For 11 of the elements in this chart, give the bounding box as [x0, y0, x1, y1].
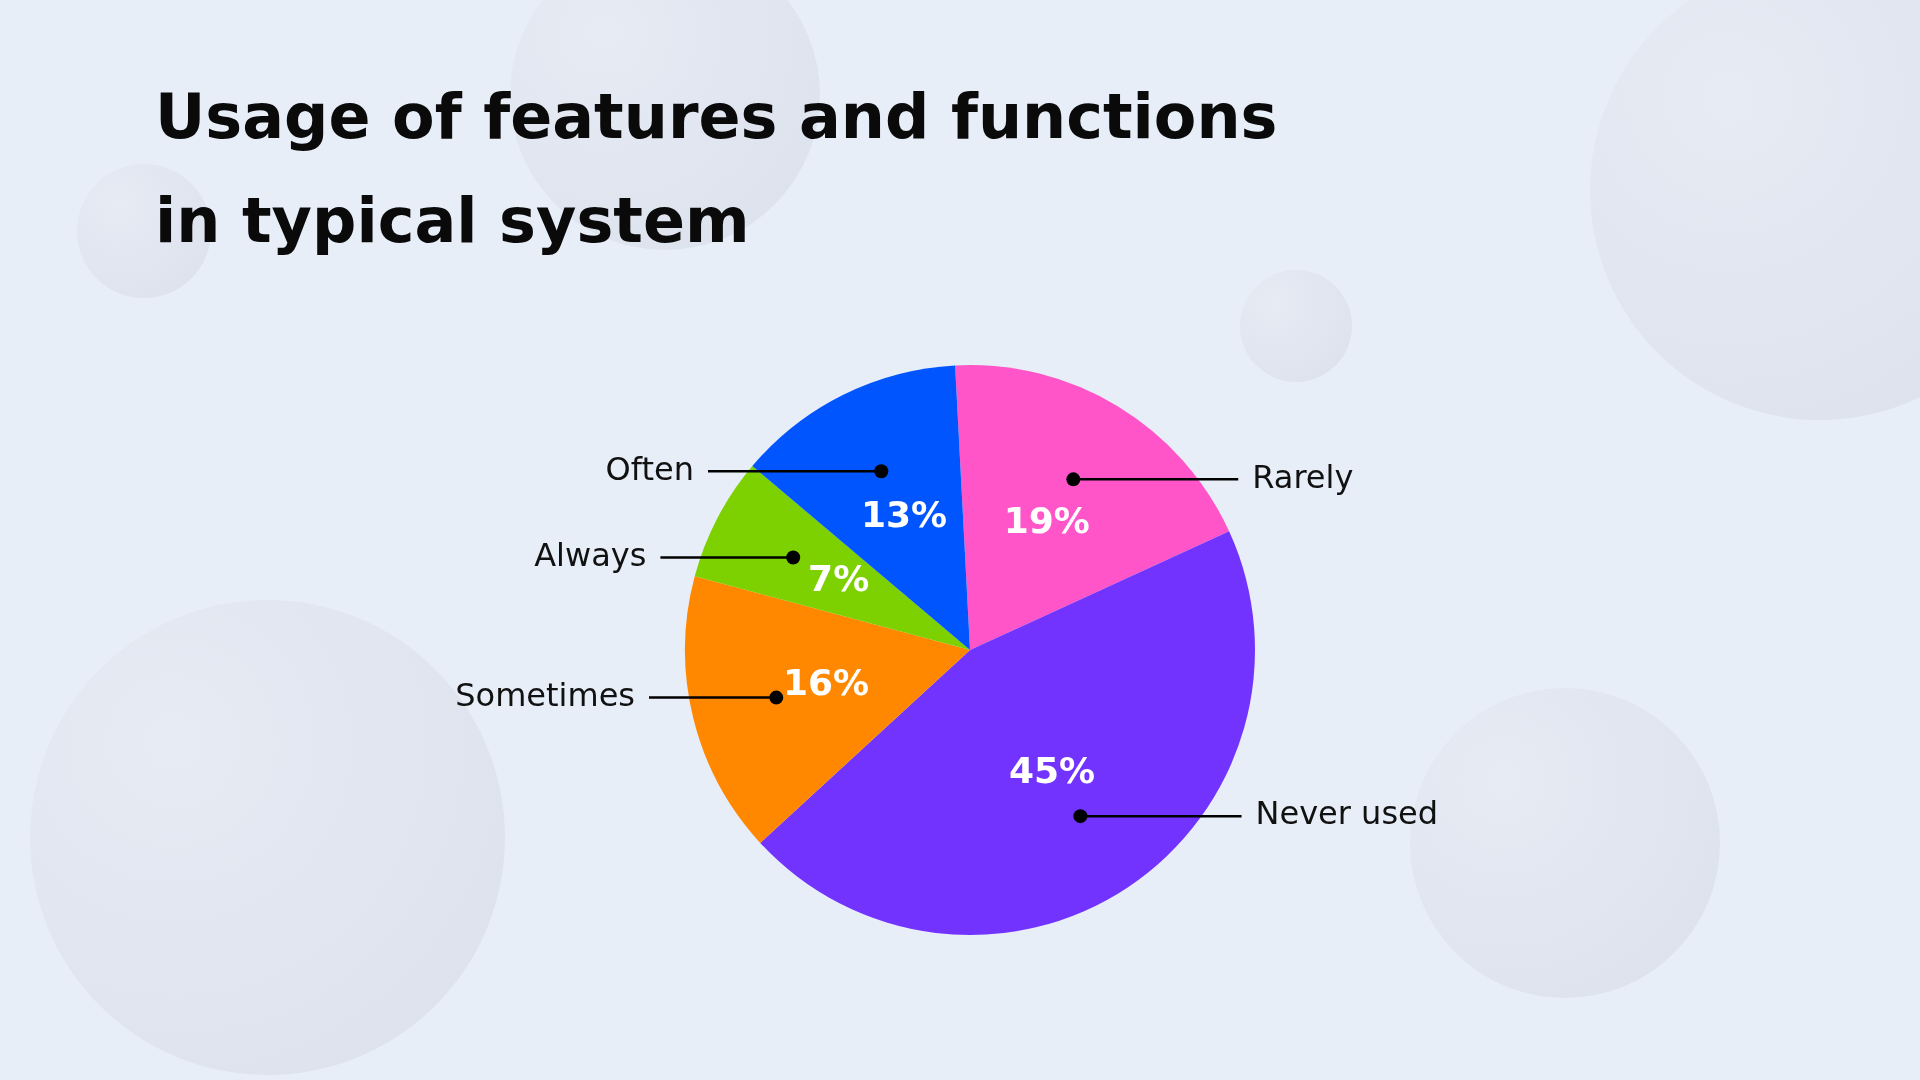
slice-label: Rarely [1252, 457, 1354, 496]
data-label: 7% [808, 557, 870, 599]
data-label: 45% [1008, 749, 1096, 791]
slice-label: Often [605, 449, 694, 488]
chart-title: Usage of features and functions in typical system [155, 79, 1279, 259]
slice-label: Never used [1255, 794, 1439, 833]
data-label: 19% [1003, 499, 1090, 541]
data-label: 13% [861, 493, 948, 535]
data-label: 16% [782, 661, 870, 703]
slice-label: Sometimes [455, 675, 635, 714]
slice-label: Always [534, 535, 647, 574]
